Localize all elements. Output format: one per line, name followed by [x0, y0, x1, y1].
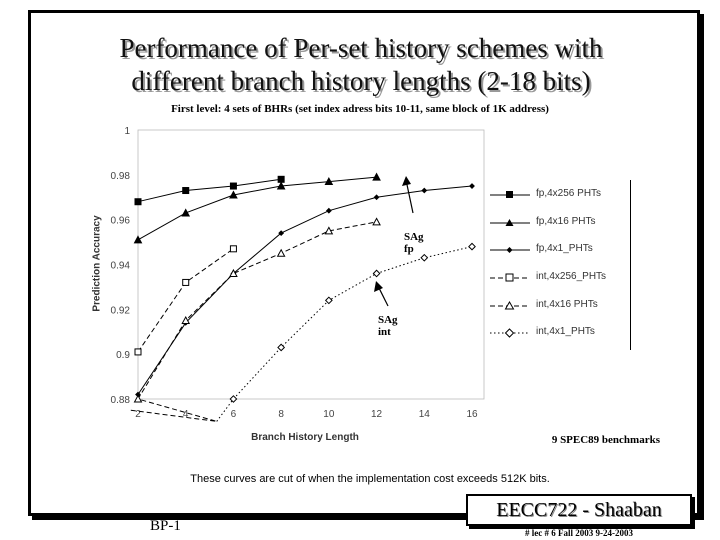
data-point	[278, 230, 285, 237]
data-point	[229, 395, 238, 403]
legend-swatch	[490, 328, 530, 338]
data-point	[421, 187, 428, 194]
annotation-sag-fp: SAg fp	[404, 231, 424, 255]
title-line-1: Performance of Per-set history schemes w…	[119, 33, 603, 63]
y-tick-label: 1	[124, 126, 130, 137]
x-tick-label: 8	[278, 409, 284, 420]
legend-label: int,4x16 PHTs	[536, 299, 598, 310]
legend-swatch	[490, 191, 530, 198]
data-point	[134, 198, 142, 206]
x-tick-label: 2	[135, 409, 141, 420]
legend-item: int,4x1_PHTs	[488, 326, 630, 340]
benchmarks-label: 9 SPEC89 benchmarks	[551, 434, 660, 446]
series-line	[137, 185, 473, 395]
data-point	[372, 269, 381, 278]
data-point	[229, 182, 237, 190]
data-point	[276, 181, 286, 190]
legend-label: fp,4x16 PHTs	[536, 216, 596, 227]
y-axis-label: Prediction Accuracy	[91, 215, 103, 312]
data-point	[372, 217, 381, 226]
data-point	[468, 242, 476, 251]
legend-swatch	[490, 219, 530, 226]
slide-number: BP-1	[150, 518, 181, 534]
annotation-sag-int: SAg int	[378, 314, 398, 338]
annotation-sag-int-line2: int	[378, 326, 391, 338]
course-brand: EECC722 - Shaaban	[466, 494, 692, 526]
data-point	[134, 348, 142, 356]
x-tick-label: 16	[466, 409, 478, 420]
data-point	[229, 245, 237, 253]
y-tick-label: 0.9	[116, 350, 130, 361]
title-line-2: different branch history lengths (2-18 b…	[131, 66, 591, 96]
legend-item: int,4x16 PHTs	[488, 299, 630, 313]
data-point	[182, 187, 190, 195]
y-tick-label: 0.92	[111, 305, 131, 316]
data-point	[277, 175, 285, 183]
series-line	[130, 221, 377, 422]
data-point	[420, 253, 429, 262]
series-line	[137, 178, 282, 203]
cost-note: These curves are cut of when the impleme…	[190, 473, 550, 485]
data-point	[133, 394, 143, 403]
x-tick-label: 4	[183, 409, 189, 420]
legend-label: fp,4x256 PHTs	[536, 188, 602, 199]
legend-label: int,4x256_PHTs	[536, 271, 607, 282]
y-tick-label: 0.96	[111, 216, 131, 227]
data-point	[372, 172, 381, 181]
annotation-sag-int-line1: SAg	[378, 314, 398, 326]
legend-swatch	[490, 301, 530, 310]
legend-item: fp,4x1_PHTs	[488, 243, 630, 257]
data-point	[277, 343, 286, 352]
data-point	[325, 207, 332, 214]
data-point	[229, 190, 238, 199]
legend-item: int,4x256_PHTs	[488, 271, 630, 285]
annotation-arrows	[374, 176, 414, 307]
data-point	[229, 268, 238, 277]
lecture-info: # lec # 6 Fall 2003 9-24-2003	[525, 528, 633, 538]
data-point	[181, 315, 191, 325]
arrow-sag-fp-head	[402, 176, 411, 186]
legend-item: fp,4x256 PHTs	[488, 188, 630, 202]
data-point	[133, 235, 143, 244]
x-tick-label: 10	[323, 409, 335, 420]
data-point	[373, 194, 380, 201]
data-point	[324, 296, 333, 305]
y-tick-label: 0.94	[111, 261, 131, 272]
legend-label: fp,4x1_PHTs	[536, 243, 593, 254]
annotation-sag-fp-line2: fp	[404, 243, 414, 255]
annotation-sag-fp-line1: SAg	[404, 231, 424, 243]
series-markers	[133, 172, 476, 403]
legend-item: fp,4x16 PHTs	[488, 216, 630, 230]
data-point	[324, 177, 334, 186]
y-axis-ticks: 1 0.98 0.96 0.94 0.92 0.9 0.88	[111, 126, 131, 406]
x-tick-label: 14	[419, 409, 431, 420]
chart-legend: fp,4x256 PHTs fp,4x16 PHTs fp,4x1_PHTs i…	[488, 180, 631, 350]
y-tick-label: 0.98	[111, 171, 131, 182]
data-point	[324, 226, 334, 235]
data-point	[469, 183, 475, 189]
data-point	[182, 278, 190, 286]
x-tick-label: 6	[231, 409, 237, 420]
data-point	[181, 208, 191, 217]
x-axis-ticks: 2 4 6 8 10 12 14 16	[135, 409, 478, 420]
plot-area	[137, 129, 485, 400]
slide-subtitle: First level: 4 sets of BHRs (set index a…	[171, 103, 549, 115]
data-point	[276, 248, 286, 257]
legend-swatch	[490, 247, 530, 253]
arrow-sag-fp	[405, 179, 414, 214]
x-tick-label: 12	[371, 409, 383, 420]
series-line	[137, 176, 377, 241]
x-axis-label: Branch History Length	[251, 432, 359, 443]
y-tick-label: 0.88	[111, 395, 131, 406]
legend-swatch	[490, 273, 530, 282]
chart: 1 0.98 0.96 0.94 0.92 0.9 0.88 2 4 6 8 10 12 14 16	[111, 126, 485, 422]
arrow-sag-int-head	[374, 281, 383, 292]
legend-label: int,4x1_PHTs	[536, 326, 595, 337]
slide-title: Performance of Per-set history schemes w…	[34, 32, 688, 98]
